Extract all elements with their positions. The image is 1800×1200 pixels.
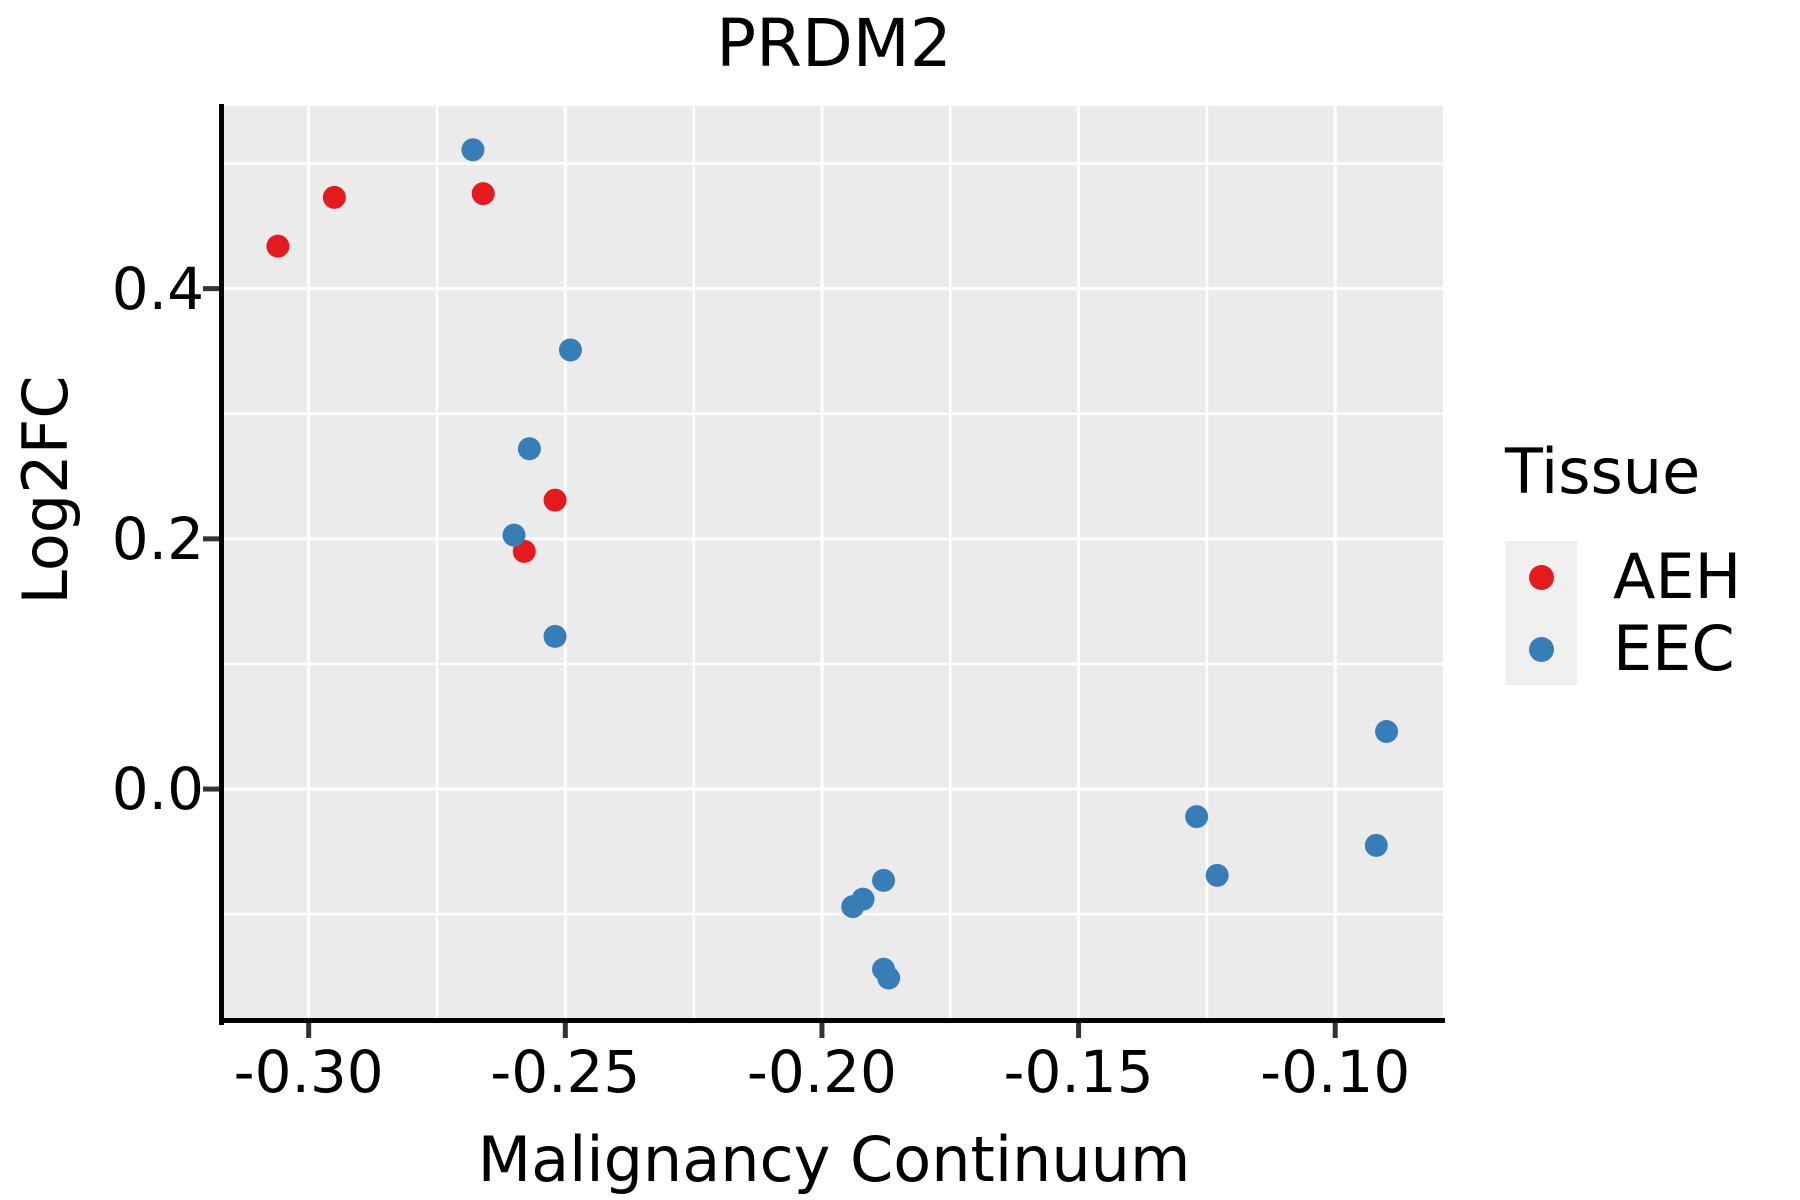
y-tick-label: 0.2	[111, 504, 204, 573]
data-point-eec	[1375, 720, 1399, 744]
y-tick-label: 0.4	[111, 254, 204, 323]
data-point-aeh	[471, 182, 495, 206]
data-point-aeh	[266, 234, 290, 258]
y-tick-label: 0.0	[111, 755, 204, 824]
x-tick-mark	[1076, 1023, 1082, 1038]
x-tick-mark	[562, 1023, 568, 1038]
data-point-eec	[872, 868, 896, 892]
x-tick-label: -0.10	[1260, 1038, 1411, 1106]
legend-key	[1505, 541, 1577, 613]
data-point-eec	[543, 624, 567, 648]
data-point-aeh	[322, 185, 346, 209]
x-tick-label: -0.15	[1003, 1038, 1154, 1106]
data-point-eec	[1205, 863, 1229, 887]
legend-items: AEH EEC	[1505, 541, 1800, 685]
legend-title: Tissue	[1505, 435, 1701, 508]
data-point-eec	[851, 887, 875, 911]
x-tick-mark	[1332, 1023, 1338, 1038]
y-tick-mark	[203, 286, 219, 292]
x-axis-line	[219, 1018, 1445, 1023]
x-tick-mark	[306, 1023, 312, 1038]
legend-key	[1505, 613, 1577, 685]
legend-item-eec: EEC	[1505, 613, 1800, 685]
legend-key-dot	[1528, 564, 1554, 590]
legend-label: EEC	[1613, 612, 1735, 685]
plot-title: PRDM2	[716, 5, 952, 82]
plot-panel	[224, 106, 1443, 1018]
data-point-eec	[517, 437, 541, 461]
data-point-eec	[558, 338, 582, 362]
x-tick-mark	[819, 1023, 825, 1038]
x-axis-title: Malignancy Continuum	[477, 1123, 1191, 1196]
y-axis-title: Log2FC	[9, 375, 82, 605]
data-point-eec	[461, 138, 485, 162]
legend-label: AEH	[1613, 540, 1742, 613]
legend-item-aeh: AEH	[1505, 541, 1800, 613]
y-tick-mark	[203, 536, 219, 542]
legend: Tissue AEH EEC	[1505, 436, 1800, 685]
x-tick-label: -0.30	[233, 1038, 384, 1106]
data-point-eec	[1364, 833, 1388, 857]
data-point-eec	[502, 523, 526, 547]
data-point-eec	[1185, 805, 1209, 829]
x-tick-label: -0.20	[746, 1038, 897, 1106]
y-tick-mark	[203, 786, 219, 792]
y-axis-line	[219, 104, 224, 1025]
legend-key-dot	[1528, 636, 1554, 662]
data-point-aeh	[543, 488, 567, 512]
data-point-eec	[877, 966, 901, 990]
x-tick-label: -0.25	[490, 1038, 641, 1106]
